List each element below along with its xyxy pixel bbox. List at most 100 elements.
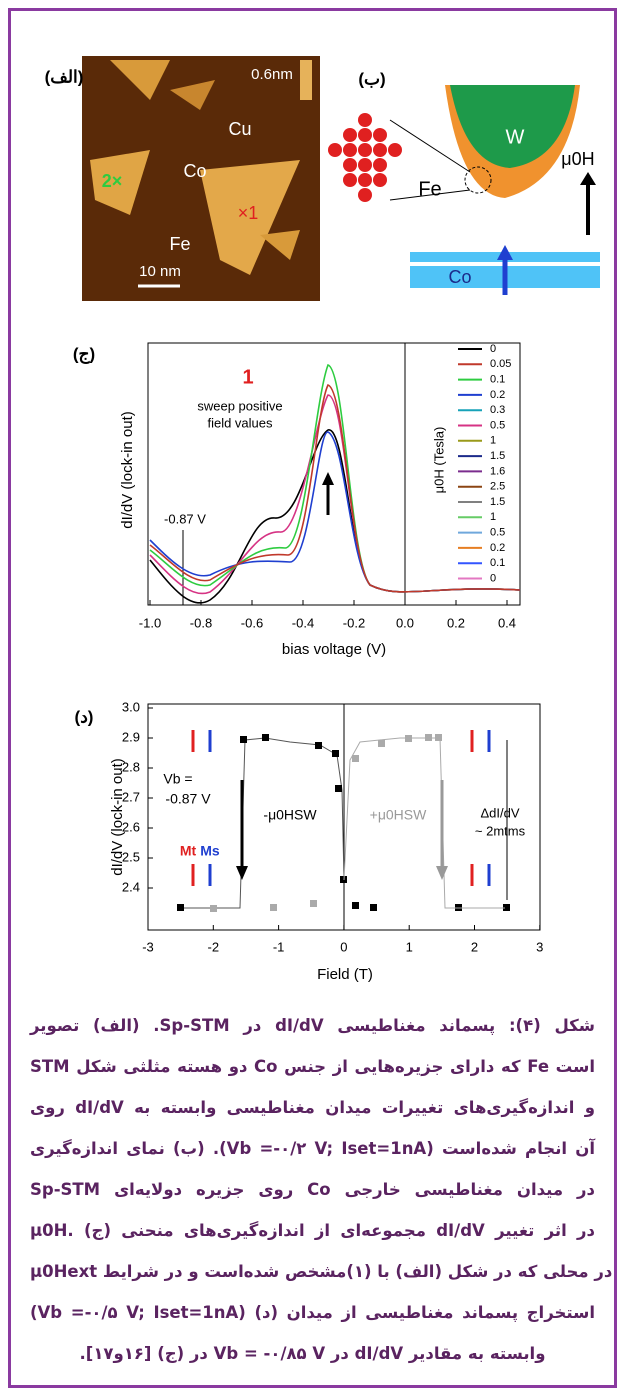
curves	[149, 364, 521, 604]
label: Fe	[169, 234, 190, 254]
legend-label: 0.2	[490, 542, 505, 554]
x-tick-label: 0	[340, 939, 347, 954]
x-tick-label: 1	[406, 939, 413, 954]
plot-frame	[147, 342, 521, 606]
legend-label: 1.5	[490, 496, 505, 508]
arrowhead	[497, 245, 513, 260]
caption-line: شکل (۴): پسماند مغناطیسی dI/dV در Sp-STM…	[30, 1016, 595, 1035]
x-tick-label: -0.6	[241, 615, 263, 630]
axis-title: Field (T)	[317, 966, 373, 983]
x-tick-label: -3	[142, 939, 154, 954]
legend-label: 2.5	[490, 481, 505, 493]
label: Fe	[418, 178, 441, 200]
annotation: -0.87 V	[164, 511, 206, 526]
legend-label: 0.5	[490, 527, 505, 539]
caption-line: STM دو هسته مثلثی شکل Co که دارای جزیره‌…	[30, 1057, 596, 1076]
axis-title: dI/dV (lock-in out)	[109, 758, 126, 876]
scale-label: 0.6nm	[251, 66, 293, 83]
legend-title: μ0H (Tesla)	[431, 427, 446, 494]
label: Co	[448, 267, 471, 287]
apex	[464, 166, 492, 194]
y-tick-label: 2.4	[122, 879, 140, 894]
annotation: Mt	[180, 843, 197, 859]
zoom-line	[389, 189, 471, 201]
x-tick-label: 2	[471, 939, 478, 954]
island	[200, 160, 300, 275]
caption: شکل (۴): پسماند مغناطیسی dI/dV در Sp-STM…	[30, 1005, 613, 1374]
figure: (الف) 0.6nm Cu Co 2× ×1 Fe 10 nm (ب) W F…	[45, 56, 600, 983]
arrowhead	[436, 866, 448, 880]
label: Co	[183, 161, 206, 181]
color-scale	[300, 60, 312, 100]
axis-title: dI/dV (lock-in out)	[119, 411, 136, 529]
caption-line: وابسته به مقادیر dI/dV در Vb = -۰/۸۵ V د…	[79, 1344, 546, 1363]
x-tick-label: -2	[208, 939, 220, 954]
x-tick-label: -0.8	[190, 615, 212, 630]
tip	[450, 85, 575, 168]
legend-label: 0	[490, 572, 496, 584]
x-tick-label: 3	[536, 939, 543, 954]
arrowhead	[580, 172, 596, 185]
legend-label: 0.1	[490, 374, 505, 386]
axis-title: bias voltage (V)	[282, 641, 386, 658]
x-tick-label: -1	[273, 939, 285, 954]
legend-label: 0.2	[490, 389, 505, 401]
legend-label: 1	[490, 435, 496, 447]
caption-line: آن انجام شده‌است (Vb =-۰/۲ V; Iset=1nA).…	[30, 1139, 595, 1158]
x-tick-label: 0.2	[447, 615, 465, 630]
x-tick-label: 0.0	[396, 615, 414, 630]
caption-line: و اندازه‌گیری‌های تغییرات میدان مغناطیسی…	[30, 1098, 596, 1117]
caption-line: Sp-STM روی جزیره دولایه‌ای Co در میدان م…	[30, 1180, 596, 1199]
y-tick-label: 2.6	[122, 819, 140, 834]
island	[90, 150, 150, 215]
annotation: ~ 2mtms	[475, 823, 526, 838]
x-tick-label: 0.4	[498, 615, 516, 630]
legend-label: 0.05	[490, 358, 511, 370]
annotation: ΔdI/dV	[480, 805, 519, 820]
x-tick-label: -1.0	[139, 615, 161, 630]
panel-label: (الف)	[45, 67, 84, 86]
legend-label: 0.3	[490, 404, 505, 416]
marker: 2×	[102, 171, 123, 191]
legend-label: 0	[490, 343, 496, 355]
x-tick-label: -0.2	[343, 615, 365, 630]
legend-label: 0.5	[490, 419, 505, 431]
arrowhead	[236, 866, 248, 880]
legend-label: 0.1	[490, 557, 505, 569]
scale-bar-label: 10 nm	[139, 263, 181, 280]
label: W	[506, 126, 525, 148]
island	[110, 60, 170, 100]
legend-label: 1	[490, 511, 496, 523]
points	[210, 734, 442, 912]
field-label: μ0H	[561, 149, 594, 169]
sweep	[343, 737, 505, 909]
annotation: +μ0HSW	[370, 807, 427, 823]
annotation: field values	[207, 415, 273, 430]
label: Cu	[228, 119, 251, 139]
marker: ×1	[238, 203, 259, 223]
annotation: -0.87 V	[165, 791, 211, 807]
x-tick-label: -0.4	[292, 615, 314, 630]
annotation: 1	[242, 366, 253, 388]
y-tick-label: 3.0	[122, 699, 140, 714]
annotation: Ms	[200, 843, 220, 859]
legend-label: 1.5	[490, 450, 505, 462]
annotation: -μ0HSW	[263, 807, 317, 823]
legend-label: 1.6	[490, 465, 505, 477]
frame	[8, 8, 617, 1388]
y-tick-label: 2.5	[122, 849, 140, 864]
caption-line: μ0Hext در محلی که در شکل (الف) با (۱)مشخ…	[30, 1262, 613, 1281]
island	[260, 230, 300, 260]
y-tick-label: 2.7	[122, 789, 140, 804]
panel-label: (ج)	[73, 344, 95, 364]
zoom-line	[389, 119, 471, 173]
y-tick-label: 2.9	[122, 729, 140, 744]
panel-label: (ب)	[358, 69, 385, 88]
sweep	[182, 737, 345, 909]
spin-cluster	[328, 113, 402, 202]
spin-arrows	[191, 730, 491, 886]
annotation: Vb =	[163, 771, 192, 787]
caption-line: (Vb =-۰/۵ V; Iset=1nA) (د) استخراج پسمان…	[30, 1303, 595, 1322]
annotation: sweep positive	[197, 398, 282, 413]
